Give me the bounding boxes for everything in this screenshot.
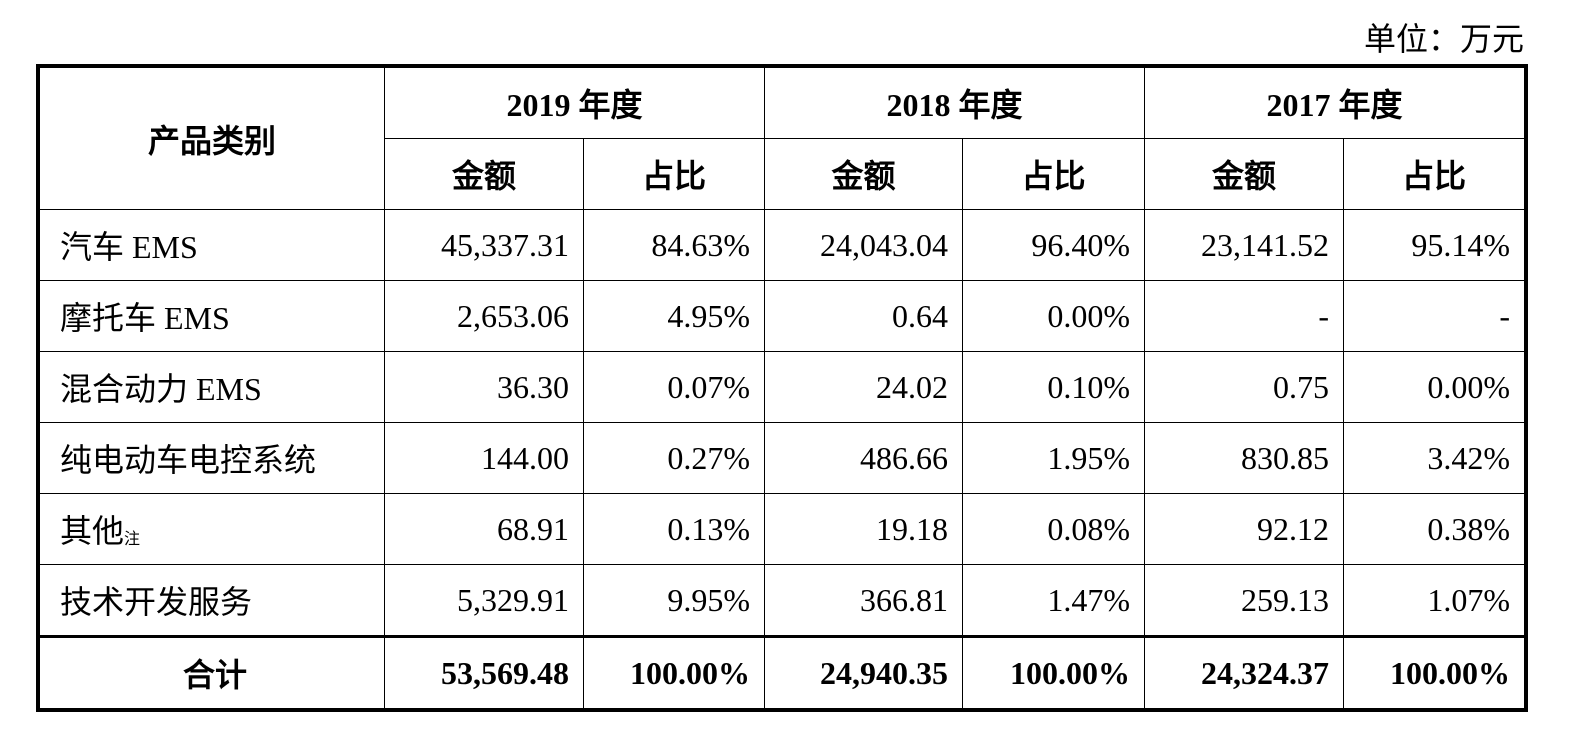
amount-header: 金额: [764, 138, 963, 210]
share-cell: -: [1343, 280, 1527, 352]
share-cell: 3.42%: [1343, 422, 1527, 494]
amount-header: 金额: [1144, 138, 1344, 210]
amount-cell: 830.85: [1144, 422, 1344, 494]
share-cell: 0.13%: [583, 493, 765, 565]
row-label-text: 汽车 EMS: [60, 229, 198, 265]
amount-cell: -: [1144, 280, 1344, 352]
amount-cell: 92.12: [1144, 493, 1344, 565]
amount-cell: 144.00: [384, 422, 584, 494]
amount-cell: 23,141.52: [1144, 209, 1344, 281]
amount-cell: 36.30: [384, 351, 584, 423]
row-label-text: 技术开发服务: [60, 584, 253, 620]
year-header: 2017 年度: [1144, 65, 1527, 139]
share-header: 占比: [1343, 138, 1527, 210]
note-marker: 注: [124, 531, 141, 548]
amount-cell: 19.18: [764, 493, 963, 565]
row-label-text: 混合动力 EMS: [60, 371, 262, 407]
amount-cell: 0.75: [1144, 351, 1344, 423]
amount-cell: 24,940.35: [764, 635, 963, 711]
row-label-text: 合计: [182, 657, 247, 693]
amount-header: 金额: [384, 138, 584, 210]
share-cell: 96.40%: [962, 209, 1145, 281]
row-label: 技术开发服务: [37, 564, 385, 637]
revenue-by-product-table: 产品类别 2019 年度 2018 年度 2017 年度 金额 占比 金额 占比…: [36, 64, 1528, 712]
amount-cell: 24,324.37: [1144, 635, 1344, 711]
share-cell: 100.00%: [1343, 635, 1527, 711]
row-label-text: 摩托车 EMS: [60, 300, 230, 336]
amount-cell: 366.81: [764, 564, 963, 637]
category-header: 产品类别: [37, 65, 385, 210]
share-cell: 100.00%: [962, 635, 1145, 711]
share-cell: 0.27%: [583, 422, 765, 494]
table-row: 其他注 68.91 0.13% 19.18 0.08% 92.12 0.38%: [37, 493, 1527, 565]
amount-cell: 5,329.91: [384, 564, 584, 637]
amount-cell: 2,653.06: [384, 280, 584, 352]
share-cell: 0.10%: [962, 351, 1145, 423]
table-row: 摩托车 EMS 2,653.06 4.95% 0.64 0.00% - -: [37, 280, 1527, 352]
share-header: 占比: [583, 138, 765, 210]
row-label-text: 其他: [60, 513, 125, 549]
amount-cell: 0.64: [764, 280, 963, 352]
amount-cell: 53,569.48: [384, 635, 584, 711]
amount-cell: 259.13: [1144, 564, 1344, 637]
share-cell: 1.47%: [962, 564, 1145, 637]
row-label: 其他注: [37, 493, 385, 565]
share-cell: 84.63%: [583, 209, 765, 281]
share-cell: 4.95%: [583, 280, 765, 352]
share-cell: 1.95%: [962, 422, 1145, 494]
share-cell: 1.07%: [1343, 564, 1527, 637]
row-label: 汽车 EMS: [37, 209, 385, 281]
table-row: 纯电动车电控系统 144.00 0.27% 486.66 1.95% 830.85 3.42…: [37, 422, 1527, 494]
share-cell: 9.95%: [583, 564, 765, 637]
amount-cell: 24.02: [764, 351, 963, 423]
share-cell: 0.38%: [1343, 493, 1527, 565]
unit-label: 单位：万元: [1363, 21, 1524, 57]
year-header: 2019 年度: [384, 65, 765, 139]
amount-cell: 24,043.04: [764, 209, 963, 281]
table-row: 混合动力 EMS 36.30 0.07% 24.02 0.10% 0.75 0.00%: [37, 351, 1527, 423]
share-cell: 0.00%: [1343, 351, 1527, 423]
amount-cell: 45,337.31: [384, 209, 584, 281]
row-label: 混合动力 EMS: [37, 351, 385, 423]
share-cell: 0.07%: [583, 351, 765, 423]
share-cell: 0.00%: [962, 280, 1145, 352]
row-label-text: 纯电动车电控系统: [60, 442, 317, 478]
share-header: 占比: [962, 138, 1145, 210]
table-row: 技术开发服务 5,329.91 9.95% 366.81 1.47% 259.13 1.07…: [37, 564, 1527, 637]
amount-cell: 486.66: [764, 422, 963, 494]
share-cell: 95.14%: [1343, 209, 1527, 281]
share-cell: 0.08%: [962, 493, 1145, 565]
table-row: 汽车 EMS 45,337.31 84.63% 24,043.04 96.40% 23,1…: [37, 209, 1527, 281]
year-header: 2018 年度: [764, 65, 1145, 139]
row-label: 纯电动车电控系统: [37, 422, 385, 494]
row-label: 摩托车 EMS: [37, 280, 385, 352]
header-row-years: 产品类别 2019 年度 2018 年度 2017 年度: [37, 65, 1527, 210]
row-label: 合计: [37, 635, 385, 711]
amount-cell: 68.91: [384, 493, 584, 565]
total-row: 合计 53,569.48 100.00% 24,940.35 100.00% 24,324…: [37, 635, 1527, 711]
share-cell: 100.00%: [583, 635, 765, 711]
